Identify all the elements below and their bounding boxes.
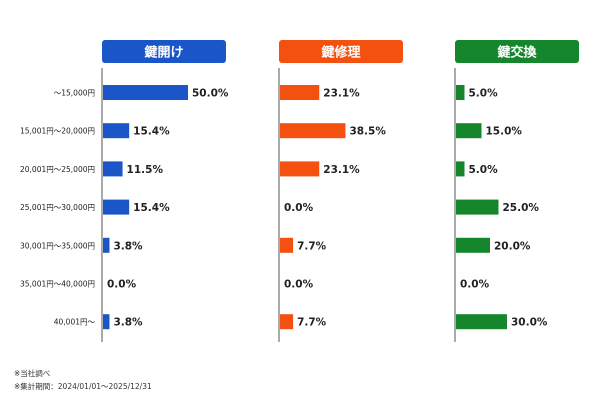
bar [280,161,320,177]
bar [280,237,294,253]
series-header-2 [279,40,403,63]
data-label: 15.4% [133,126,170,138]
data-label: 23.1% [323,164,360,176]
data-label: 3.8% [113,317,143,329]
bar [103,199,130,215]
category-label: 40,001円～ [54,318,96,327]
series-header-label: 鍵交換 [497,45,537,61]
series-header-label: 鍵開け [144,45,183,61]
data-label: 3.8% [113,240,143,252]
data-label: 0.0% [284,279,314,291]
footnote-period: ※集計期間：2024/01/01～2025/12/31 [14,382,152,391]
data-label: 0.0% [460,279,490,291]
data-label: 38.5% [349,126,386,138]
bar [103,237,110,253]
data-label: 5.0% [469,164,499,176]
data-label: 0.0% [107,279,137,291]
data-label: 30.0% [511,317,548,329]
series-header-label: 鍵修理 [321,45,360,61]
bar [280,85,320,100]
data-label: 11.5% [127,164,164,176]
data-label: 15.4% [133,202,170,214]
category-label: 20,001円～25,000円 [20,165,95,174]
category-label: 30,001円～35,000円 [20,241,95,250]
bar [103,85,188,100]
category-label: 15,001円～20,000円 [20,127,95,136]
bar [103,161,123,177]
data-label: 0.0% [284,202,314,214]
category-label: 35,001円～40,000円 [20,280,95,289]
bar [456,123,482,139]
bar [280,123,346,139]
bar [103,314,110,330]
data-label: 20.0% [494,240,531,252]
data-label: 5.0% [469,88,499,100]
bar [280,314,294,330]
series-header-3 [455,40,579,63]
data-label: 7.7% [297,240,327,252]
bar [456,85,465,100]
data-label: 7.7% [297,317,327,329]
data-label: 23.1% [323,88,360,100]
data-label: 15.0% [486,126,523,138]
series-header-1 [102,40,226,63]
bar [456,237,490,253]
bar [456,314,507,330]
bar [456,199,499,215]
footnote-source: ※当社調べ [14,369,51,378]
bar [456,161,465,177]
category-label: ～15,000円 [54,89,95,98]
data-label: 25.0% [503,202,540,214]
category-label: 25,001円～30,000円 [20,203,95,212]
bar [103,123,130,139]
data-label: 50.0% [192,88,229,100]
